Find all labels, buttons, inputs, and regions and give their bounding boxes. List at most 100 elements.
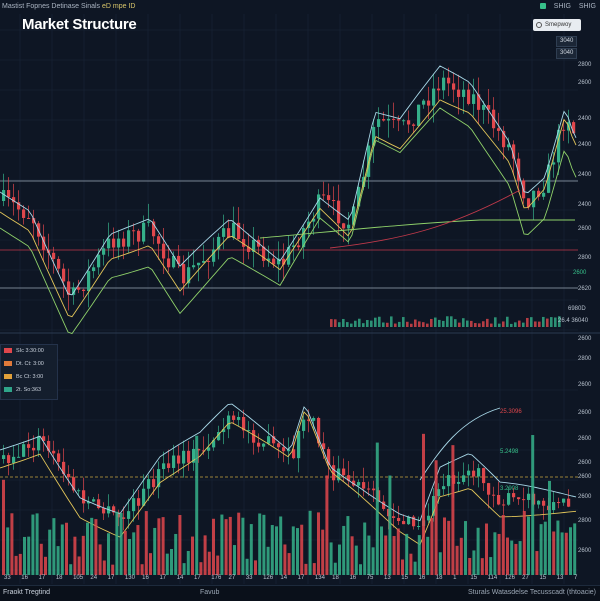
lower-candle bbox=[407, 516, 411, 525]
volume-bar bbox=[374, 317, 377, 327]
volume-bar bbox=[31, 514, 35, 575]
page-title: Market Structure bbox=[22, 16, 137, 33]
legend-swatch bbox=[4, 374, 12, 380]
volume-bar bbox=[506, 537, 509, 575]
volume-bar bbox=[409, 553, 413, 575]
x-axis-label: 114 bbox=[487, 575, 498, 581]
lower-candle bbox=[52, 450, 56, 454]
price-badge-1[interactable]: 3040 bbox=[556, 36, 578, 47]
volume-bar bbox=[526, 317, 529, 327]
upper-candle bbox=[482, 105, 486, 110]
volume-bar bbox=[464, 521, 467, 575]
x-axis-label: 16 bbox=[21, 575, 28, 581]
volume-bar bbox=[216, 555, 220, 575]
volume-bar bbox=[136, 525, 140, 575]
volume-bar bbox=[543, 521, 547, 575]
volume-bar bbox=[550, 317, 553, 327]
footer-title[interactable]: Fraokt Tregtind bbox=[3, 589, 51, 596]
volume-label-2: 26.4 36040 bbox=[558, 318, 589, 324]
upper-candle bbox=[222, 228, 226, 237]
volume-bar bbox=[330, 319, 333, 327]
upper-candle bbox=[12, 197, 16, 203]
volume-bar bbox=[534, 321, 537, 327]
app-menu-title[interactable]: Mastist Fopnes Detinase Sinals eD mpe ID bbox=[2, 0, 135, 14]
volume-bar bbox=[472, 550, 476, 575]
volume-bar bbox=[73, 536, 77, 575]
volume-bar bbox=[203, 535, 207, 575]
upper-candle bbox=[407, 120, 411, 125]
volume-bar bbox=[497, 533, 501, 575]
upper-candle bbox=[332, 200, 336, 202]
volume-bar bbox=[350, 323, 353, 327]
upper-candle bbox=[447, 77, 451, 84]
volume-bar bbox=[140, 564, 144, 575]
legend-label: 2t. So:363 bbox=[16, 387, 42, 393]
lower-candle bbox=[167, 463, 171, 468]
upper-candle bbox=[172, 255, 176, 268]
price-badge-2[interactable]: 3040 bbox=[556, 48, 578, 59]
volume-bar bbox=[86, 522, 89, 575]
upper-candle bbox=[262, 246, 266, 261]
legend-item[interactable]: SIc 3:30:00 bbox=[4, 348, 44, 354]
volume-bar bbox=[153, 527, 157, 575]
upper-candle bbox=[312, 218, 316, 222]
upper-candle bbox=[387, 118, 391, 121]
lower-candle bbox=[137, 498, 141, 506]
app-menu-highlight: eD mpe ID bbox=[102, 3, 136, 10]
upper-candle bbox=[207, 261, 211, 263]
lower-candle bbox=[132, 498, 136, 512]
lower-candle bbox=[277, 443, 281, 448]
volume-bar bbox=[546, 318, 549, 327]
volume-bar bbox=[18, 553, 22, 575]
lower-axis-label: 2600 bbox=[578, 410, 592, 416]
lower-candle bbox=[292, 449, 296, 459]
upper-candle bbox=[97, 254, 101, 268]
footer-mid[interactable]: Favub bbox=[200, 589, 220, 596]
lower-candle bbox=[297, 430, 301, 459]
x-axis-label: 17 bbox=[107, 575, 115, 581]
lower-candle bbox=[337, 468, 341, 481]
legend-item[interactable]: Dt. Ct: 3:00 bbox=[4, 361, 44, 367]
lower-candle bbox=[197, 448, 201, 451]
volume-bar bbox=[382, 322, 385, 327]
volume-bar bbox=[107, 533, 110, 575]
volume-bar bbox=[81, 535, 85, 575]
search-input[interactable]: Smepwoy bbox=[533, 19, 581, 31]
lower-candle bbox=[42, 436, 46, 441]
x-axis-label: 16 bbox=[349, 575, 357, 581]
volume-bar bbox=[287, 553, 291, 575]
lower-candle bbox=[232, 415, 236, 420]
lower-candle bbox=[117, 512, 121, 518]
volume-bar bbox=[398, 321, 401, 327]
upper-candle bbox=[202, 261, 206, 263]
legend-label: Bc Ct: 3:00 bbox=[16, 374, 44, 380]
upper-candle bbox=[157, 236, 161, 244]
volume-bar bbox=[442, 320, 445, 327]
legend-item[interactable]: 2t. So:363 bbox=[4, 387, 41, 393]
volume-bar bbox=[14, 555, 18, 575]
upper-candle bbox=[77, 287, 81, 290]
volume-bar bbox=[438, 552, 442, 575]
top-right-item-1[interactable]: SHIG bbox=[553, 3, 571, 10]
x-axis-label: 14 bbox=[176, 575, 184, 581]
volume-bar bbox=[468, 557, 472, 575]
volume-bar bbox=[476, 527, 480, 575]
upper-candle bbox=[42, 236, 46, 250]
lower-candle bbox=[472, 470, 476, 477]
volume-bar bbox=[402, 317, 405, 327]
volume-bar bbox=[195, 435, 199, 575]
legend-item[interactable]: Bc Ct: 3:00 bbox=[4, 374, 43, 380]
x-axis-label: 33 bbox=[245, 575, 253, 581]
top-right-item-2[interactable]: SHIG bbox=[578, 3, 596, 10]
upper-candle bbox=[497, 128, 501, 131]
x-axis-label: 27 bbox=[228, 575, 236, 581]
lower-candle bbox=[332, 465, 336, 481]
volume-bar bbox=[207, 551, 211, 575]
upper-candle bbox=[422, 100, 426, 105]
volume-bar bbox=[283, 544, 287, 575]
indicator-legend[interactable]: SIc 3:30:00 Dt. Ct: 3:00 Bc Ct: 3:00 2t.… bbox=[0, 344, 58, 400]
lower-candle bbox=[517, 497, 521, 500]
legend-label: SIc 3:30:00 bbox=[16, 348, 44, 354]
volume-bar bbox=[564, 532, 568, 575]
